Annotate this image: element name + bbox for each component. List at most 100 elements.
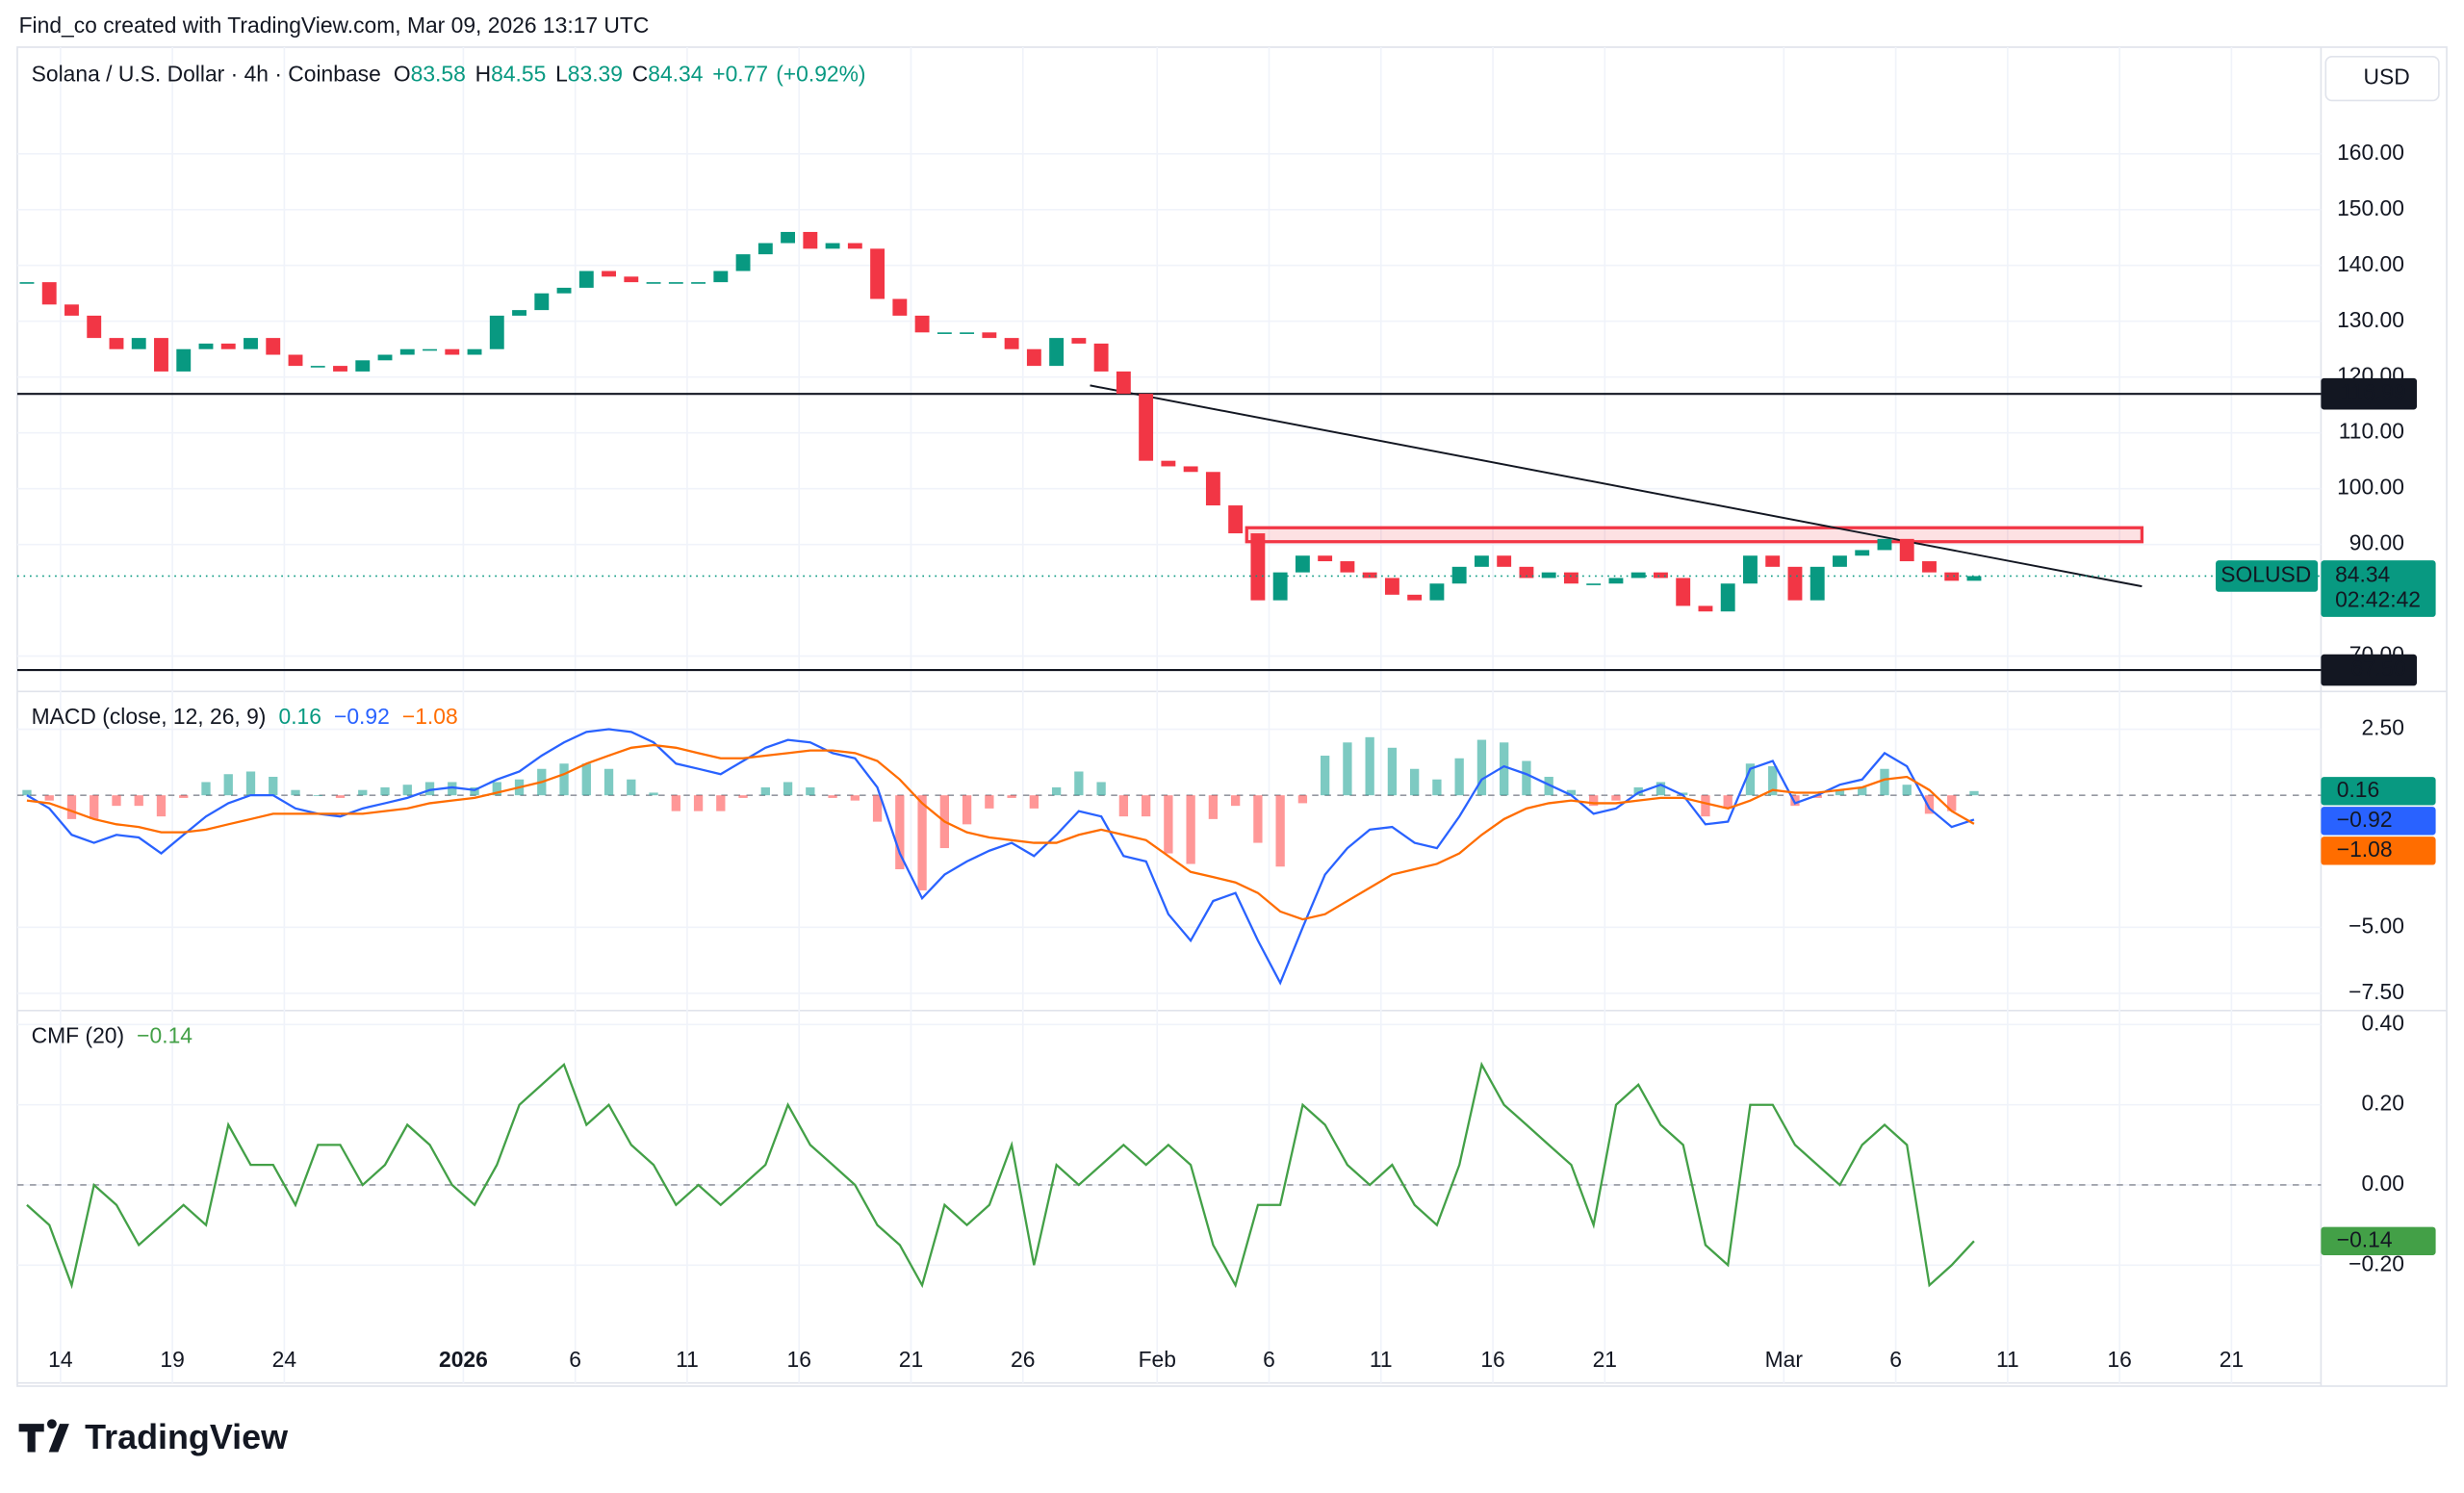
y-tick-label: 150.00 bbox=[2337, 195, 2404, 220]
candle bbox=[1384, 578, 1399, 595]
histogram-bar bbox=[22, 789, 32, 796]
candle bbox=[914, 315, 930, 333]
candle bbox=[198, 343, 214, 349]
histogram-bar bbox=[1858, 786, 1867, 796]
candle bbox=[1026, 348, 1041, 367]
candle bbox=[803, 231, 818, 249]
x-tick-label: 21 bbox=[2220, 1347, 2244, 1372]
histogram-bar bbox=[1701, 795, 1710, 817]
candle bbox=[512, 310, 526, 316]
value-box bbox=[2321, 777, 2436, 806]
candle bbox=[1720, 583, 1735, 612]
candle bbox=[399, 348, 415, 355]
histogram-bar bbox=[1768, 766, 1778, 796]
candle bbox=[1161, 460, 1176, 467]
candle bbox=[244, 338, 258, 349]
x-tick-label: 16 bbox=[786, 1347, 810, 1372]
value-box bbox=[2321, 1226, 2436, 1255]
candle bbox=[377, 354, 393, 361]
histogram-bar bbox=[716, 795, 726, 811]
logo: TradingView bbox=[18, 1417, 288, 1456]
histogram-bar bbox=[693, 795, 704, 811]
histogram-bar bbox=[1476, 739, 1487, 796]
candle bbox=[602, 270, 616, 277]
ohlc-value: 84.34 bbox=[648, 61, 703, 86]
ohlc-value: 84.55 bbox=[491, 61, 546, 86]
candle bbox=[1743, 555, 1758, 584]
candle bbox=[109, 338, 124, 349]
candle bbox=[847, 243, 862, 249]
histogram-bar bbox=[470, 786, 479, 796]
candle bbox=[1004, 338, 1019, 349]
histogram-bar bbox=[1410, 768, 1420, 796]
candle bbox=[870, 248, 886, 299]
histogram-bar bbox=[581, 763, 591, 796]
candle bbox=[781, 231, 796, 244]
ohlc-value: 83.39 bbox=[568, 61, 623, 86]
x-tick-label: 21 bbox=[1593, 1347, 1617, 1372]
histogram-bar bbox=[1096, 782, 1106, 796]
candle bbox=[1407, 594, 1423, 601]
histogram-bar bbox=[44, 795, 54, 801]
candle bbox=[445, 348, 460, 355]
currency-button[interactable] bbox=[2324, 55, 2440, 102]
y-tick-label: 110.00 bbox=[2339, 419, 2404, 444]
candle bbox=[333, 366, 347, 372]
candle bbox=[1519, 566, 1534, 579]
candle bbox=[960, 332, 975, 334]
histogram-bar bbox=[1208, 795, 1219, 819]
histogram-bar bbox=[1230, 795, 1241, 807]
histogram-bar bbox=[112, 795, 121, 807]
candle bbox=[1541, 572, 1556, 579]
candle bbox=[1810, 566, 1825, 601]
histogram-bar bbox=[850, 795, 860, 801]
level-label-box bbox=[2321, 377, 2418, 410]
last-price-box bbox=[2321, 560, 2436, 617]
histogram-bar bbox=[335, 795, 346, 798]
candle bbox=[1272, 572, 1288, 601]
candle bbox=[1451, 566, 1467, 584]
histogram-bar bbox=[917, 795, 927, 890]
histogram-bar bbox=[269, 776, 278, 796]
x-tick-label: 6 bbox=[1263, 1347, 1275, 1372]
histogram-bar bbox=[895, 795, 905, 870]
histogram-bar bbox=[1387, 747, 1398, 796]
candle bbox=[423, 348, 437, 351]
candle bbox=[1676, 578, 1691, 606]
change-pct: (+0.92%) bbox=[776, 61, 865, 86]
x-tick-label: 11 bbox=[1996, 1347, 2019, 1372]
candle bbox=[1295, 555, 1310, 573]
y-tick-label: 140.00 bbox=[2337, 251, 2404, 276]
histogram-bar bbox=[179, 795, 189, 798]
histogram-bar bbox=[156, 795, 167, 817]
candle bbox=[937, 332, 952, 334]
last-price: 84.34 bbox=[2335, 561, 2390, 586]
candle bbox=[1250, 533, 1266, 601]
level-label-box bbox=[2321, 654, 2418, 686]
legend-value: 0.16 bbox=[278, 704, 321, 729]
histogram-bar bbox=[1812, 795, 1822, 798]
histogram-bar bbox=[313, 795, 322, 796]
histogram-bar bbox=[1007, 795, 1016, 798]
candle bbox=[735, 254, 751, 271]
histogram-bar bbox=[603, 768, 614, 796]
histogram-bar bbox=[1656, 782, 1666, 796]
x-tick-label: 19 bbox=[160, 1347, 184, 1372]
y-tick-label: 2.50 bbox=[2361, 715, 2403, 740]
ohlc-key: O bbox=[394, 61, 411, 86]
x-tick-label: 6 bbox=[1889, 1347, 1902, 1372]
candle bbox=[1855, 550, 1870, 556]
y-tick-label: 100.00 bbox=[2337, 475, 2404, 500]
resistance-zone bbox=[1245, 526, 2144, 544]
credit: Find_co created with TradingView.com, Ma… bbox=[19, 13, 650, 38]
value-label: −1.08 bbox=[2337, 837, 2393, 862]
histogram-bar bbox=[985, 795, 994, 809]
candle bbox=[825, 243, 840, 249]
histogram-bar bbox=[806, 786, 815, 796]
histogram-bar bbox=[245, 771, 256, 796]
brand: TradingView bbox=[85, 1417, 288, 1456]
currency[interactable]: USD bbox=[2363, 64, 2409, 90]
candle bbox=[19, 282, 35, 284]
candle bbox=[131, 338, 146, 349]
